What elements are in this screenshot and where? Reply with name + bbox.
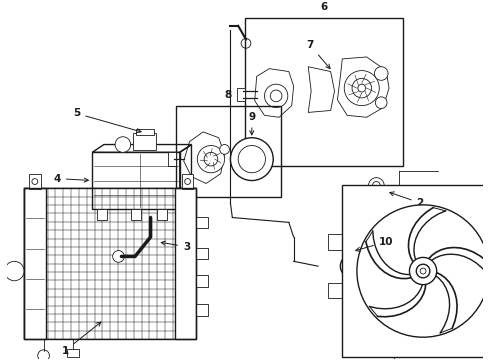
Circle shape [113, 251, 124, 262]
Bar [176, 105, 281, 197]
Bar [343, 185, 490, 357]
Bar [175, 188, 196, 339]
Bar [196, 217, 208, 228]
Circle shape [265, 84, 288, 108]
Text: 10: 10 [356, 237, 393, 251]
Text: 1: 1 [61, 322, 101, 356]
Text: 4: 4 [53, 174, 88, 184]
Text: 5: 5 [73, 108, 141, 132]
Bar [29, 174, 41, 189]
Bar [237, 88, 245, 101]
Circle shape [238, 145, 266, 173]
Circle shape [346, 260, 358, 272]
Bar [24, 188, 196, 339]
Bar [97, 209, 107, 220]
Circle shape [197, 145, 224, 173]
Bar [245, 18, 403, 166]
Bar [24, 188, 46, 339]
Circle shape [4, 261, 24, 281]
Circle shape [416, 264, 430, 278]
Circle shape [270, 90, 282, 102]
Circle shape [372, 181, 380, 189]
Circle shape [230, 138, 273, 181]
Circle shape [368, 177, 384, 193]
Bar [157, 209, 167, 220]
Bar [168, 152, 176, 166]
Bar [182, 174, 194, 189]
Circle shape [375, 97, 387, 108]
Bar [196, 275, 208, 287]
Bar [131, 209, 141, 220]
Circle shape [204, 152, 218, 166]
Bar [196, 304, 208, 316]
Circle shape [410, 257, 437, 285]
Circle shape [358, 84, 366, 92]
Bar [328, 234, 343, 249]
Text: 3: 3 [161, 241, 190, 252]
Circle shape [352, 78, 371, 98]
Circle shape [344, 71, 379, 105]
Circle shape [220, 144, 229, 154]
Circle shape [241, 39, 251, 48]
Text: 6: 6 [320, 2, 327, 12]
Bar [328, 283, 343, 298]
Bar [136, 129, 153, 135]
Text: 9: 9 [248, 112, 255, 135]
Circle shape [32, 179, 38, 184]
Text: 8: 8 [225, 90, 232, 100]
Circle shape [185, 179, 191, 184]
Circle shape [115, 137, 131, 152]
Circle shape [374, 67, 388, 80]
Text: 7: 7 [307, 40, 330, 69]
Text: 2: 2 [390, 192, 424, 208]
Circle shape [38, 350, 49, 360]
Bar [196, 248, 208, 259]
Circle shape [420, 268, 426, 274]
Circle shape [357, 205, 489, 337]
Bar [133, 133, 156, 150]
Circle shape [341, 255, 364, 278]
Bar [67, 349, 78, 357]
